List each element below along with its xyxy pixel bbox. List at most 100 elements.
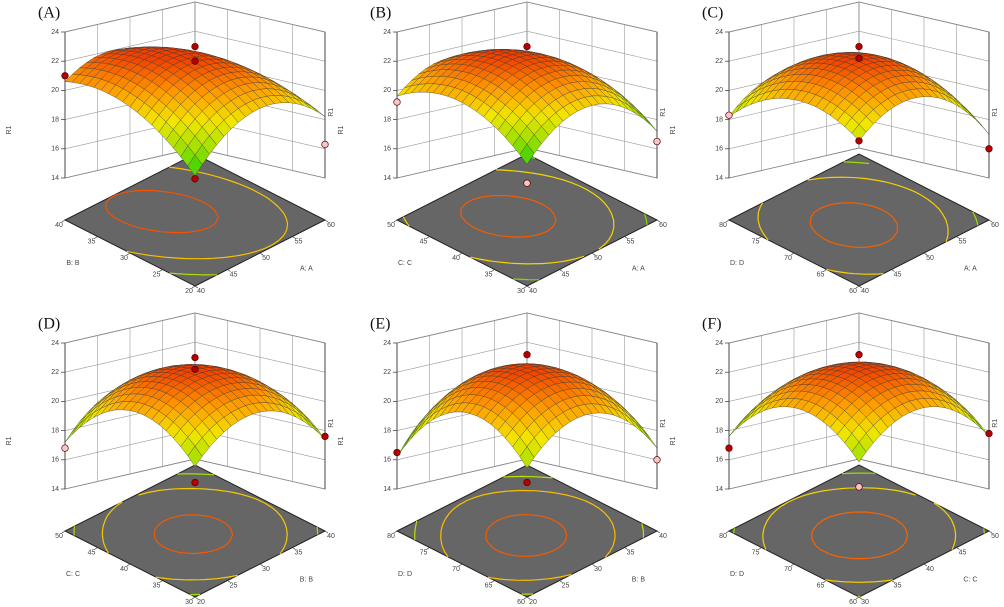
x-tick xyxy=(624,547,628,550)
design-point xyxy=(725,444,733,452)
y-tick xyxy=(458,252,463,256)
design-point xyxy=(653,456,661,464)
design-point xyxy=(523,351,531,359)
y-tick xyxy=(758,547,762,550)
y-tick-label: 20 xyxy=(185,288,193,295)
z-tick-label: 24 xyxy=(383,340,391,347)
x-tick-label: 20 xyxy=(529,599,537,606)
z-tick-label: 20 xyxy=(51,87,59,94)
y-tick-label: 70 xyxy=(784,255,792,262)
y-tick-label: 65 xyxy=(817,271,825,278)
x-tick-label: 45 xyxy=(959,549,967,556)
floor xyxy=(727,153,991,287)
z-axis-label: R1 xyxy=(6,436,13,445)
surface-patch xyxy=(187,154,203,177)
floor-contour xyxy=(414,475,645,595)
z-tick-label: 14 xyxy=(383,486,391,493)
y-tick-label: 30 xyxy=(120,255,128,262)
y-tick xyxy=(393,219,398,223)
z-tick-label: 22 xyxy=(383,369,391,376)
x-tick xyxy=(956,547,960,550)
z-tick-label: 16 xyxy=(715,146,723,153)
y-tick-label: 80 xyxy=(387,533,395,540)
floor-contour xyxy=(169,154,217,276)
x-tick xyxy=(988,530,993,534)
x-tick-label: 45 xyxy=(562,271,570,278)
y-tick xyxy=(790,563,795,567)
y-tick-label: 45 xyxy=(88,549,96,556)
z-tick-label: 20 xyxy=(51,398,59,405)
x-tick-label: 60 xyxy=(659,222,667,229)
floor-contour xyxy=(73,473,319,596)
y-tick xyxy=(523,285,528,289)
design-point xyxy=(321,140,329,149)
z-tick-label: 14 xyxy=(383,175,391,182)
x-tick xyxy=(988,219,993,223)
x-axis-label: B: B xyxy=(300,576,314,583)
floor-contour xyxy=(811,511,908,560)
floor-contour xyxy=(843,161,979,226)
x-tick-label: 50 xyxy=(926,255,934,262)
y-tick xyxy=(126,252,131,256)
z-axis-label: R1 xyxy=(992,419,999,428)
design-point xyxy=(191,42,199,51)
y-axis-label: C: C xyxy=(398,260,412,267)
y-axis-label: D: D xyxy=(730,260,744,267)
y-tick-label: 75 xyxy=(420,549,428,556)
x-tick-label: 40 xyxy=(926,566,934,573)
design-point xyxy=(523,478,531,487)
design-point xyxy=(725,111,733,119)
x-tick xyxy=(624,236,628,239)
x-tick xyxy=(292,236,296,239)
z-axis-label: R1 xyxy=(328,108,335,117)
y-tick xyxy=(191,285,196,289)
z-tick-label: 14 xyxy=(715,486,723,493)
surface-patch xyxy=(187,445,203,467)
y-axis-label: D: D xyxy=(398,571,412,578)
z-axis-label: R1 xyxy=(992,108,999,117)
x-tick xyxy=(324,530,329,534)
x-tick-label: 40 xyxy=(861,288,869,295)
z-tick-label: 18 xyxy=(51,116,59,123)
design-point xyxy=(855,351,863,359)
floor-contour xyxy=(126,166,289,260)
z-axis-label: R1 xyxy=(660,108,667,117)
x-tick xyxy=(956,236,960,239)
floor-contour xyxy=(101,487,288,581)
floor-contour xyxy=(757,176,949,275)
x-tick xyxy=(194,596,199,600)
floor-contour xyxy=(809,202,899,248)
z-axis-label: R1 xyxy=(670,436,677,445)
z-tick-label: 16 xyxy=(51,457,59,464)
x-tick xyxy=(227,580,231,583)
panel-label: (D) xyxy=(38,316,60,333)
y-tick xyxy=(725,530,730,534)
y-tick-label: 75 xyxy=(752,549,760,556)
z-tick-label: 16 xyxy=(383,146,391,153)
y-tick-label: 40 xyxy=(55,222,63,229)
y-tick xyxy=(458,563,463,567)
design-point xyxy=(191,57,199,65)
x-tick xyxy=(259,252,264,256)
y-tick xyxy=(159,580,163,583)
x-tick-label: 25 xyxy=(230,582,238,589)
y-tick xyxy=(126,563,131,567)
x-tick-label: 35 xyxy=(295,549,303,556)
floor xyxy=(395,153,659,287)
y-tick xyxy=(855,285,860,289)
x-tick xyxy=(227,269,231,272)
z-tick-label: 22 xyxy=(51,58,59,65)
design-point xyxy=(191,478,199,487)
x-tick xyxy=(194,285,199,289)
y-tick-label: 50 xyxy=(55,533,63,540)
z-axis-label: R1 xyxy=(328,419,335,428)
x-tick-label: 40 xyxy=(197,288,205,295)
z-axis-label: R1 xyxy=(338,436,345,445)
z-tick-label: 18 xyxy=(51,427,59,434)
y-axis-label: B: B xyxy=(66,260,80,267)
z-tick-label: 20 xyxy=(715,398,723,405)
x-tick xyxy=(526,596,531,600)
design-point xyxy=(855,42,863,51)
y-tick-label: 25 xyxy=(153,271,161,278)
